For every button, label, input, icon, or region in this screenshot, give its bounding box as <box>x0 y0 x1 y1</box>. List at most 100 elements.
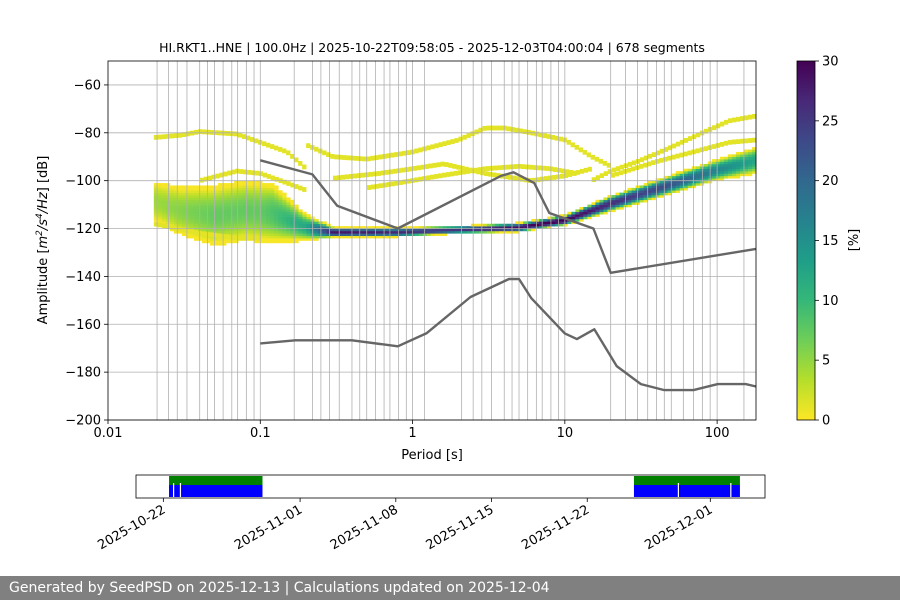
timeline-frame <box>135 474 766 499</box>
heatmap-cell <box>330 228 335 232</box>
heatmap-cell <box>238 209 243 213</box>
heatmap-cell <box>193 226 199 229</box>
heatmap-cell <box>214 218 219 222</box>
heatmap-cell <box>298 221 303 225</box>
heatmap-cell <box>446 226 452 229</box>
heatmap-cell <box>619 192 624 196</box>
heatmap-sparse-cell <box>559 173 565 179</box>
heatmap-cell <box>282 221 287 225</box>
heatmap-cell <box>382 233 387 237</box>
heatmap-cell <box>206 192 211 196</box>
heatmap-cell <box>611 202 616 205</box>
heatmap-sparse-cell <box>282 148 287 154</box>
heatmap-cell <box>671 187 677 191</box>
heatmap-cell <box>747 151 753 155</box>
heatmap-cell <box>169 211 175 215</box>
heatmap-cell <box>274 228 279 232</box>
heatmap-cell <box>663 192 668 196</box>
heatmap-cell <box>218 228 223 232</box>
heatmap-cell <box>193 202 199 205</box>
heatmap-cell <box>202 216 207 220</box>
coverage-available-bar <box>169 476 263 485</box>
heatmap-cell <box>667 180 672 184</box>
heatmap-cell <box>242 185 247 189</box>
heatmap-cell <box>177 209 183 213</box>
heatmap-cell <box>230 206 235 210</box>
heatmap-cell <box>262 218 267 222</box>
heatmap-cell <box>298 230 303 234</box>
heatmap-cell <box>274 204 279 208</box>
heatmap-cell <box>153 197 159 201</box>
heatmap-cell <box>157 211 163 215</box>
heatmap-cell <box>238 195 243 198</box>
heatmap-cell <box>177 204 183 208</box>
heatmap-sparse-cell <box>723 140 729 146</box>
heatmap-cell <box>579 214 584 217</box>
heatmap-cell <box>193 190 199 193</box>
heatmap-cell <box>723 156 729 160</box>
heatmap-cell <box>342 235 347 239</box>
heatmap-cell <box>230 192 235 196</box>
heatmap-sparse-cell <box>555 174 561 180</box>
heatmap-cell <box>282 197 287 201</box>
heatmap-sparse-cell <box>514 127 519 133</box>
heatmap-cell <box>338 233 343 237</box>
y-tick-label: −60 <box>74 78 101 93</box>
heatmap-cell <box>474 228 480 232</box>
heatmap-cell <box>479 230 484 234</box>
heatmap-cell <box>198 216 203 220</box>
heatmap-cell <box>651 180 656 184</box>
heatmap-cell <box>238 214 243 217</box>
heatmap-cell <box>643 183 648 186</box>
heatmap-sparse-cell <box>494 125 499 131</box>
heatmap-cell <box>751 166 757 169</box>
heatmap-cell <box>234 192 239 196</box>
heatmap-cell <box>655 190 660 193</box>
heatmap-cell <box>719 166 725 169</box>
heatmap-cell <box>711 163 717 167</box>
heatmap-cell <box>695 171 701 174</box>
heatmap-sparse-cell <box>484 171 489 177</box>
heatmap-cell <box>254 216 259 220</box>
heatmap-cell <box>559 221 564 225</box>
heatmap-sparse-cell <box>735 139 741 144</box>
heatmap-cell <box>169 218 175 222</box>
heatmap-cell <box>177 187 183 191</box>
heatmap-cell <box>185 216 191 220</box>
heatmap-cell <box>254 199 259 203</box>
heatmap-cell <box>330 235 335 239</box>
heatmap-sparse-cell <box>416 165 421 171</box>
heatmap-cell <box>189 235 195 239</box>
heatmap-cell <box>210 204 215 208</box>
heatmap-sparse-cell <box>675 141 681 147</box>
heatmap-sparse-cell <box>398 180 403 185</box>
heatmap-cell <box>214 214 219 217</box>
heatmap-cell <box>330 230 335 234</box>
heatmap-sparse-cell <box>599 173 604 179</box>
heatmap-cell <box>350 235 355 239</box>
heatmap-cell <box>306 218 311 222</box>
heatmap-cell <box>161 216 167 220</box>
heatmap-cell <box>571 214 576 217</box>
heatmap-cell <box>246 228 251 232</box>
heatmap-cell <box>591 214 596 217</box>
heatmap-cell <box>334 235 339 239</box>
heatmap-sparse-cell <box>402 150 407 156</box>
heatmap-cell <box>442 226 448 229</box>
heatmap-cell <box>519 228 524 232</box>
heatmap-cell <box>286 235 291 239</box>
heatmap-cell <box>587 216 592 220</box>
heatmap-cell <box>350 226 355 229</box>
heatmap-sparse-cell <box>432 162 437 168</box>
heatmap-cell <box>250 183 255 186</box>
heatmap-cell <box>294 226 299 229</box>
heatmap-cell <box>214 223 219 227</box>
heatmap-cell <box>270 185 275 189</box>
heatmap-cell <box>238 206 243 210</box>
heatmap-sparse-cell <box>473 167 479 173</box>
heatmap-cell <box>611 209 616 213</box>
heatmap-cell <box>161 187 167 191</box>
heatmap-cell <box>723 163 729 167</box>
heatmap-cell <box>218 202 223 205</box>
heatmap-cell <box>727 168 733 172</box>
